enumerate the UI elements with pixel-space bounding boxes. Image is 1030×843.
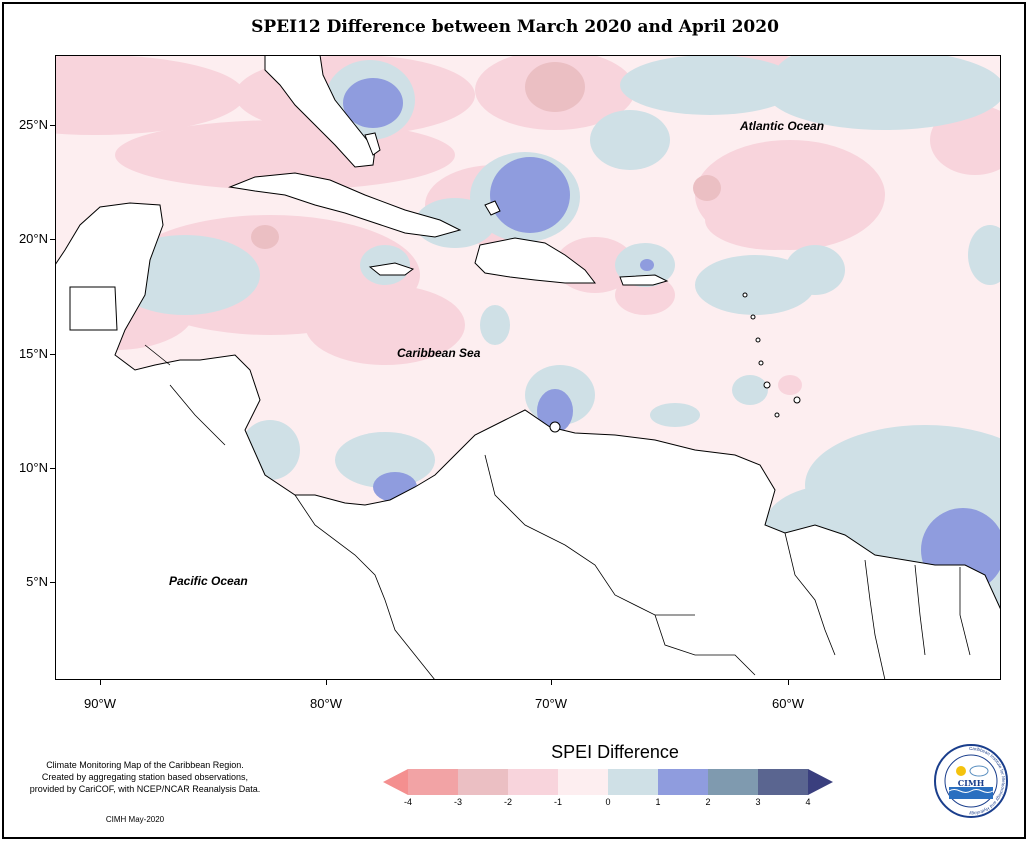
pacific-ocean-label: Pacific Ocean bbox=[169, 574, 248, 588]
legend-swatches bbox=[383, 769, 833, 795]
mainland-land bbox=[55, 202, 1001, 680]
lon-label-60w: 60°W bbox=[772, 696, 804, 711]
puerto-rico-land bbox=[619, 274, 669, 286]
island bbox=[758, 360, 764, 366]
legend-colorbar bbox=[383, 769, 833, 795]
legend-tick-label: 2 bbox=[705, 797, 711, 807]
lon-label-90w: 90°W bbox=[84, 696, 116, 711]
lat-label-15n: 15°N bbox=[18, 346, 48, 361]
legend-swatch bbox=[458, 769, 509, 795]
lon-tick bbox=[788, 680, 789, 685]
legend-tick-label: 1 bbox=[655, 797, 661, 807]
yucatan-inset-land bbox=[69, 286, 118, 331]
logo-name: CIMH bbox=[958, 778, 985, 788]
legend-tick-label: 3 bbox=[755, 797, 761, 807]
lat-tick bbox=[50, 239, 55, 240]
jamaica-land bbox=[368, 262, 415, 276]
moderate-negative-areas bbox=[251, 62, 721, 249]
island bbox=[750, 314, 756, 320]
legend-swatch bbox=[558, 769, 609, 795]
negative-anomaly-areas bbox=[55, 55, 1001, 395]
wave-icon bbox=[948, 789, 994, 793]
sun-icon bbox=[956, 766, 966, 776]
caribbean-sea-label: Caribbean Sea bbox=[397, 346, 481, 360]
legend-swatch bbox=[658, 769, 709, 795]
legend-swatch bbox=[608, 769, 659, 795]
legend-title: SPEI Difference bbox=[551, 742, 679, 762]
lat-tick bbox=[50, 354, 55, 355]
legend-swatch bbox=[708, 769, 759, 795]
lat-tick bbox=[50, 582, 55, 583]
lat-label-5n: 5°N bbox=[26, 574, 48, 589]
legend-tick-label: 0 bbox=[605, 797, 611, 807]
lon-tick bbox=[100, 680, 101, 685]
bahamas-land-2 bbox=[484, 200, 501, 216]
island bbox=[793, 396, 801, 404]
island bbox=[549, 421, 561, 433]
hispaniola-land bbox=[474, 237, 597, 284]
lon-label-70w: 70°W bbox=[535, 696, 567, 711]
lat-tick bbox=[50, 468, 55, 469]
atlantic-ocean-label: Atlantic Ocean bbox=[740, 119, 825, 133]
legend-tick-label: -4 bbox=[403, 797, 412, 807]
cuba-land bbox=[228, 172, 462, 238]
legend-swatch bbox=[758, 769, 809, 795]
island bbox=[763, 381, 771, 389]
cloud-icon bbox=[969, 765, 989, 777]
description-line-1: Climate Monitoring Map of the Caribbean … bbox=[46, 760, 244, 770]
lon-tick bbox=[551, 680, 552, 685]
cimh-logo: CIMH Caribbean Institute for Meteorology… bbox=[934, 744, 1008, 818]
legend-tick-label: 4 bbox=[805, 797, 811, 807]
lat-label-20n: 20°N bbox=[18, 231, 48, 246]
lat-tick bbox=[50, 125, 55, 126]
lat-label-25n: 25°N bbox=[18, 117, 48, 132]
lat-label-10n: 10°N bbox=[18, 460, 48, 475]
map-description: Climate Monitoring Map of the Caribbean … bbox=[20, 759, 270, 795]
legend-arrow-left bbox=[383, 769, 408, 795]
country-borders bbox=[144, 344, 971, 680]
florida-land bbox=[264, 55, 376, 168]
legend-tick-label: -1 bbox=[553, 797, 562, 807]
land-masses bbox=[55, 55, 1001, 680]
legend-arrow-right bbox=[808, 769, 833, 795]
lon-label-80w: 80°W bbox=[310, 696, 342, 711]
legend-tick-label: -2 bbox=[503, 797, 512, 807]
legend-swatch bbox=[508, 769, 559, 795]
water-icon bbox=[949, 787, 993, 799]
map-title: SPEI12 Difference between March 2020 and… bbox=[251, 17, 779, 37]
island bbox=[755, 337, 761, 343]
lon-tick bbox=[326, 680, 327, 685]
legend-tick-label: -3 bbox=[453, 797, 462, 807]
spei-map bbox=[55, 55, 1001, 680]
map-panel bbox=[55, 55, 1001, 680]
description-line-2: Created by aggregating station based obs… bbox=[41, 772, 249, 782]
legend-swatch bbox=[408, 769, 459, 795]
island bbox=[774, 412, 780, 418]
bahamas-land bbox=[364, 132, 381, 156]
description-line-3: provided by CariCOF, with NCEP/NCAR Rean… bbox=[29, 784, 261, 794]
island bbox=[742, 292, 748, 298]
credit-date: CIMH May-2020 bbox=[105, 815, 165, 824]
